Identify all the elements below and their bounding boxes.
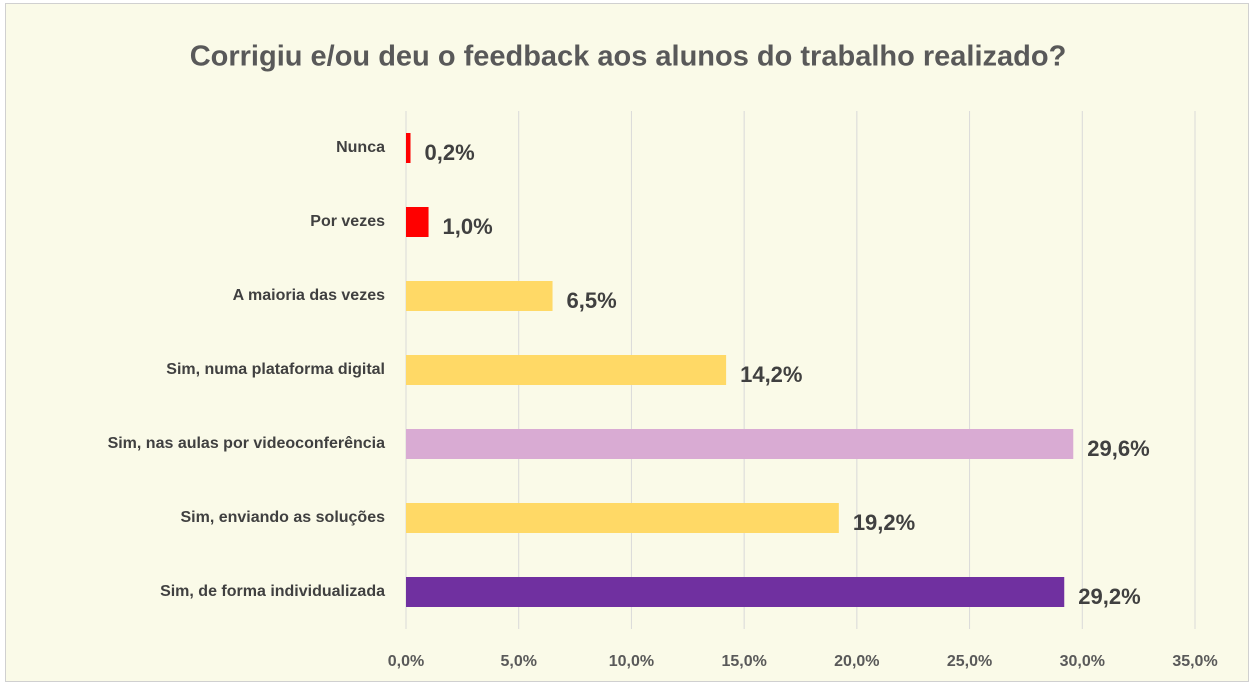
bar: [406, 281, 553, 311]
x-tick-label: 0,0%: [388, 653, 424, 670]
value-label: 19,2%: [853, 510, 915, 535]
bar: [406, 355, 727, 385]
x-tick-label: 5,0%: [500, 653, 536, 670]
value-label: 14,2%: [740, 362, 802, 387]
x-tick-label: 10,0%: [609, 653, 654, 670]
bar: [406, 133, 411, 163]
value-label: 1,0%: [443, 214, 493, 239]
bar: [406, 429, 1074, 459]
chart-background: [5, 3, 1249, 682]
value-label: 6,5%: [567, 288, 617, 313]
x-tick-label: 30,0%: [1060, 653, 1105, 670]
bar: [406, 207, 429, 237]
x-tick-label: 15,0%: [721, 653, 766, 670]
y-tick-label: A maioria das vezes: [233, 287, 385, 304]
x-tick-label: 35,0%: [1172, 653, 1217, 670]
bar: [406, 503, 839, 533]
value-label: 29,2%: [1078, 584, 1140, 609]
y-tick-label: Sim, de forma individualizada: [160, 583, 385, 600]
value-label: 0,2%: [425, 140, 475, 165]
y-tick-label: Por vezes: [310, 213, 385, 230]
x-tick-label: 25,0%: [947, 653, 992, 670]
y-tick-label: Sim, enviando as soluções: [180, 509, 385, 526]
chart-title: Corrigiu e/ou deu o feedback aos alunos …: [190, 41, 1067, 73]
value-label: 29,6%: [1087, 436, 1149, 461]
y-tick-label: Sim, nas aulas por videoconferência: [108, 435, 386, 452]
y-tick-label: Sim, numa plataforma digital: [166, 361, 385, 378]
x-tick-label: 20,0%: [834, 653, 879, 670]
bar: [406, 577, 1065, 607]
y-tick-label: Nunca: [336, 139, 385, 156]
